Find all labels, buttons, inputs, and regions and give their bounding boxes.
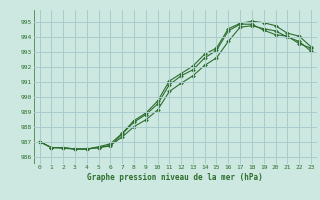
X-axis label: Graphe pression niveau de la mer (hPa): Graphe pression niveau de la mer (hPa) — [87, 173, 263, 182]
